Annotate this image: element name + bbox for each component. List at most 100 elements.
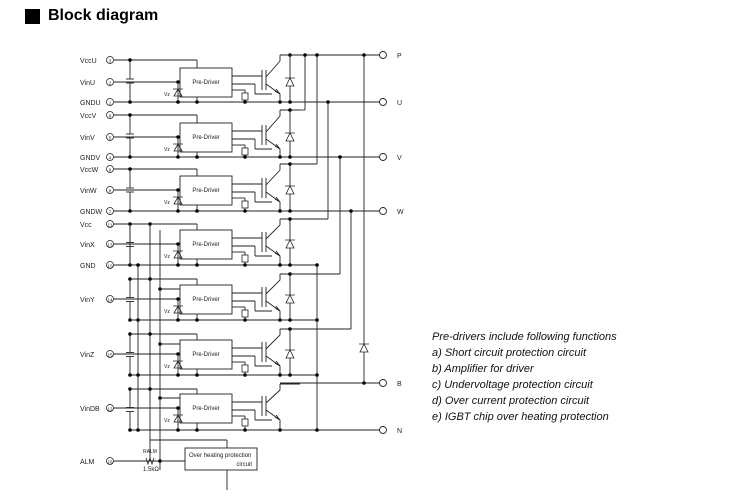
resistor-icon: [145, 456, 155, 466]
diode-icon: [285, 185, 295, 195]
junction-dot: [176, 80, 180, 84]
diagram-title: Block diagram: [25, 7, 158, 25]
sense-resistor-icon: [241, 200, 249, 209]
junction-dot: [288, 209, 292, 213]
terminal-circle-icon: [379, 51, 387, 59]
pin-label: VccV: [80, 113, 97, 120]
zener-diode-icon: [173, 196, 183, 205]
junction-dot: [288, 100, 292, 104]
zener-label: Vz: [164, 309, 170, 315]
junction-dot: [158, 459, 162, 463]
junction-dot: [176, 155, 180, 159]
junction-dot: [136, 428, 140, 432]
terminal-label: W: [397, 209, 404, 216]
diode-icon: [285, 132, 295, 142]
junction-dot: [362, 53, 366, 57]
pin-number: 3: [109, 59, 112, 64]
terminal-circle-icon: [379, 98, 387, 106]
pin-circle-icon: [106, 240, 114, 248]
pin-circle-icon: [106, 261, 114, 269]
junction-dot: [176, 242, 180, 246]
pin-circle-icon: [106, 98, 114, 106]
pin-label: VinX: [80, 242, 95, 249]
sense-resistor-icon: [241, 92, 249, 101]
sense-resistor-icon: [241, 309, 249, 318]
junction-dot: [243, 263, 247, 267]
igbt-icon: [261, 384, 281, 430]
junction-dot: [278, 373, 282, 377]
pin-circle-icon: [106, 153, 114, 161]
igbt-icon: [261, 110, 281, 157]
pin-circle-icon: [106, 186, 114, 194]
junction-dot: [243, 209, 247, 213]
igbt-icon: [261, 164, 281, 211]
pin-label: VinY: [80, 297, 95, 304]
pre-driver-box: [179, 229, 233, 260]
junction-dot: [315, 263, 319, 267]
zener-label: Vz: [164, 200, 170, 206]
pin-circle-icon: [106, 207, 114, 215]
pin-label: GNDV: [80, 155, 101, 162]
pin-circle-icon: [106, 350, 114, 358]
pin-label: VccU: [80, 58, 97, 65]
terminal-label: N: [397, 428, 402, 435]
diode-icon: [285, 349, 295, 359]
pin-label: Vcc: [80, 222, 92, 229]
junction-dot: [128, 209, 132, 213]
zener-label: Vz: [164, 92, 170, 98]
zener-diode-icon: [173, 88, 183, 97]
pin-circle-icon: [106, 165, 114, 173]
igbt-icon: [261, 274, 281, 320]
junction-dot: [136, 263, 140, 267]
junction-dot: [195, 209, 199, 213]
pin-number: 16: [107, 460, 113, 465]
junction-dot: [315, 428, 319, 432]
pin-number: 5: [109, 136, 112, 141]
pin-label: VinV: [80, 135, 95, 142]
zener-diode-icon: [173, 250, 183, 259]
diode-icon: [285, 239, 295, 249]
zener-label: Vz: [164, 147, 170, 153]
junction-dot: [195, 100, 199, 104]
note-e: e) IGBT chip over heating protection: [432, 411, 609, 423]
pre-driver-box: [179, 339, 233, 370]
terminal-circle-icon: [379, 207, 387, 215]
zener-diode-icon: [173, 143, 183, 152]
junction-dot: [288, 263, 292, 267]
diode-icon: [285, 77, 295, 87]
terminal-label: P: [397, 53, 402, 60]
junction-dot: [128, 100, 132, 104]
note-d: d) Over current protection circuit: [432, 395, 590, 407]
igbt-icon: [261, 219, 281, 265]
resistor-label: RALM: [143, 449, 157, 455]
junction-dot: [338, 155, 342, 159]
junction-dot: [195, 155, 199, 159]
over-heating-protection-box: [184, 447, 258, 471]
zener-diode-icon: [173, 414, 183, 423]
pre-driver-label: Pre-Driver: [192, 188, 219, 194]
junction-dot: [128, 58, 132, 62]
junction-dot: [136, 373, 140, 377]
pin-label: VinZ: [80, 352, 95, 359]
junction-dot: [128, 318, 132, 322]
terminal-label: V: [397, 155, 402, 162]
zener-label: Vz: [164, 254, 170, 260]
junction-dot: [278, 155, 282, 159]
junction-dot: [176, 318, 180, 322]
junction-dot: [326, 100, 330, 104]
pin-circle-icon: [106, 111, 114, 119]
zener-label: Vz: [164, 364, 170, 370]
junction-dot: [243, 100, 247, 104]
junction-dot: [243, 373, 247, 377]
pin-label: GNDU: [80, 100, 101, 107]
pin-number: 6: [109, 114, 112, 119]
pre-driver-box: [179, 175, 233, 206]
pin-number: 14: [107, 298, 113, 303]
pre-driver-box: [179, 122, 233, 153]
junction-dot: [278, 428, 282, 432]
title-bullet-icon: [25, 8, 40, 24]
junction-dot: [128, 428, 132, 432]
junction-dot: [243, 428, 247, 432]
pin-label: GND: [80, 263, 96, 270]
note-c: c) Undervoltage protection circuit: [432, 379, 593, 391]
